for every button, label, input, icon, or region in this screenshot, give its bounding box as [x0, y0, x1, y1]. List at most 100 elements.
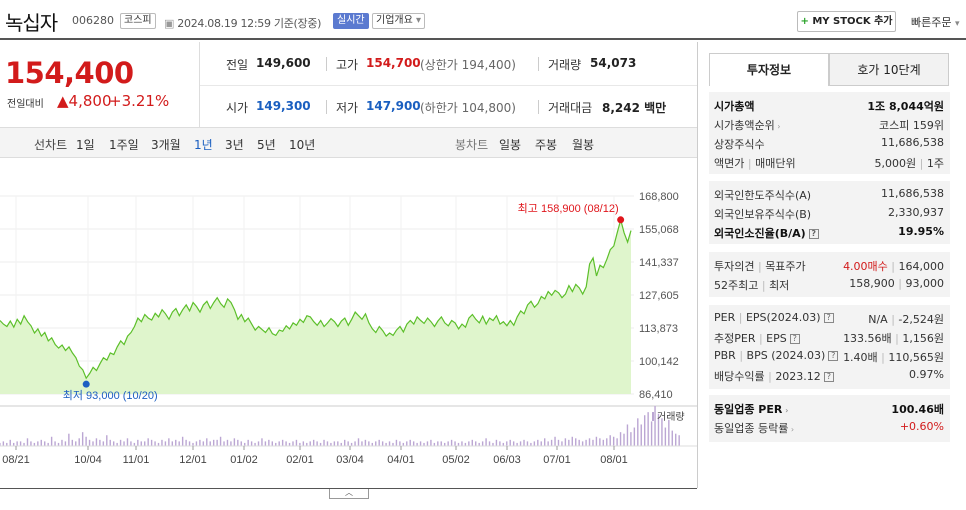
help-icon[interactable]: ? [823, 372, 834, 382]
realtime-button[interactable]: 실시간 [333, 13, 369, 29]
add-mystock-button[interactable]: + MY STOCK 추가 [797, 11, 896, 32]
change-percent: +3.21% [109, 92, 170, 110]
max-point-marker [617, 216, 625, 224]
info-row: 외국인소진율(B/A)? 19.95% [714, 225, 944, 241]
info-label-text: 시가총액순위 [714, 119, 775, 132]
volume-bar [61, 439, 63, 446]
info-label-text: 52주최고 [714, 279, 759, 292]
volume-bar [444, 442, 446, 446]
help-icon[interactable]: ? [823, 313, 834, 323]
upper-limit: (상한가 194,400) [420, 58, 516, 72]
volume-bar [264, 441, 267, 446]
period-1y[interactable]: 1년 [194, 138, 213, 152]
volume-bar [633, 427, 636, 446]
price-chart[interactable]: 168,800 155,068 141,337 127,605 113,873 100,1… [0, 158, 697, 488]
change-label: 전일대비 [7, 99, 44, 110]
volume-bar [164, 441, 167, 446]
period-3m[interactable]: 3개월 [151, 138, 181, 152]
period-1w[interactable]: 1주일 [109, 138, 139, 152]
info-value: N/A | -2,524원 [868, 311, 944, 327]
period-10y[interactable]: 10년 [289, 138, 316, 152]
stock-header: 녹십자 006280 코스피 ▣ 2024.08.19 12:59 기준(장중)… [0, 0, 966, 40]
volume-bar [230, 441, 232, 446]
info-label: PER | EPS(2024.03)? [714, 311, 834, 324]
info-value: 4.00매수 | 164,000 [843, 258, 944, 274]
quick-order-label: 빠른주문 [911, 16, 952, 29]
info-label: 상장주식수 [714, 136, 765, 152]
period-1d[interactable]: 1일 [76, 138, 95, 152]
candle-monthly[interactable]: 월봉 [572, 138, 595, 152]
volume-bar [585, 439, 587, 446]
volume-bar [375, 441, 377, 446]
info-label-text: 외국인한도주식수(A) [714, 189, 812, 202]
info-value-text: 19.95% [898, 225, 944, 238]
separator: | [735, 349, 747, 362]
volume-bar [571, 436, 573, 446]
help-icon[interactable]: ? [789, 334, 800, 344]
info-label: 투자의견 | 목표주가 [714, 258, 806, 274]
info-value-text: 1,156원 [902, 332, 944, 345]
help-icon[interactable]: ? [828, 351, 839, 361]
valuation-group: PER | EPS(2024.03)? N/A | -2,524원 추정PER | … [709, 305, 950, 389]
volume-bar [523, 439, 525, 446]
volume-bar [354, 441, 356, 446]
volume-bar [44, 441, 46, 446]
volume-bar [147, 438, 149, 446]
chevron-right-icon[interactable]: › [774, 122, 781, 131]
info-value-text: 100.46배 [891, 403, 944, 416]
info-value: 5,000원 | 1주 [875, 155, 944, 171]
volume-bar [219, 436, 222, 446]
separator: | [764, 370, 776, 383]
volume-bar [478, 442, 480, 446]
volume-bar [250, 441, 253, 446]
help-icon[interactable]: ? [808, 229, 819, 239]
volume-bar [516, 442, 518, 446]
volume-bar [440, 441, 442, 446]
x-tick-label: 08/01 [600, 454, 628, 466]
corp-overview-dropdown[interactable]: 기업개요 ▾ [372, 13, 426, 29]
volume-bar [92, 441, 94, 446]
volume-bar [588, 438, 591, 446]
volume-bar [37, 441, 39, 446]
chevron-right-icon[interactable]: › [788, 425, 795, 434]
info-label: 동일업종 PER › [714, 401, 788, 417]
volume-bar [212, 439, 215, 446]
volume-bar [316, 441, 318, 446]
tab-order-book[interactable]: 호가 10단계 [829, 53, 949, 86]
period-5y[interactable]: 5년 [257, 138, 276, 152]
market-cap-group: 시가총액 1조 8,044억원 시가총액순위 › 코스피 159위 상장주식수 11,68… [709, 92, 950, 174]
period-3y[interactable]: 3년 [225, 138, 244, 152]
max-price-label: 최고 158,900 (08/12) [518, 202, 619, 215]
info-label: 액면가 | 매매단위 [714, 155, 796, 171]
high-value: 154,700 [366, 56, 421, 70]
candle-daily[interactable]: 일봉 [499, 138, 522, 152]
info-value: 0.97% [909, 368, 944, 381]
change-value: ▲4,800 [57, 92, 112, 110]
volume-bar [150, 439, 153, 446]
volume-bar [540, 441, 542, 446]
candle-weekly[interactable]: 주봉 [535, 138, 558, 152]
info-label: 동일업종 등락률 › [714, 420, 794, 436]
volume-bar [519, 441, 522, 446]
y-tick-label: 86,410 [639, 389, 673, 401]
volume-bar [299, 442, 301, 446]
info-label-text: BPS (2024.03) [746, 349, 826, 362]
collapse-chart-button[interactable]: ︿ [329, 489, 369, 499]
tab-investment-info[interactable]: 투자정보 [709, 53, 829, 86]
volume-bar [319, 442, 322, 446]
separator: | [894, 277, 906, 290]
volume-bar [106, 435, 108, 446]
chevron-right-icon[interactable]: › [782, 406, 789, 415]
volume-bar [323, 439, 325, 446]
volume-bar [78, 438, 80, 446]
volume-bar [602, 439, 605, 446]
volume-bar [133, 442, 136, 446]
volume-bar [171, 441, 174, 446]
divider [0, 488, 697, 489]
volume-bar [102, 441, 105, 446]
volume-bar [233, 438, 236, 446]
volume-bar [261, 438, 263, 446]
volume-bar [137, 439, 139, 446]
volume-bar [423, 442, 425, 446]
quick-order-button[interactable]: 빠른주문 ▾ [911, 14, 960, 30]
